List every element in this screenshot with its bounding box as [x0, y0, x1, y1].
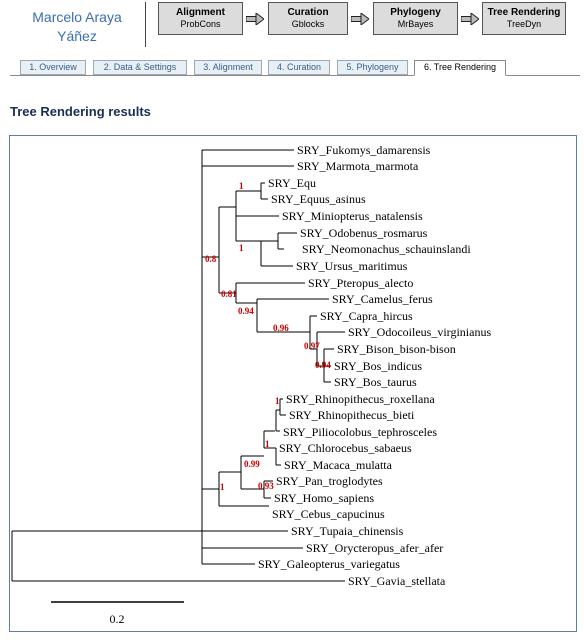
support-value: 0.81: [221, 289, 237, 299]
taxon-labels: SRY_Fukomys_damarensis SRY_Marmota_marmo…: [258, 143, 491, 588]
tab-phylogeny[interactable]: 5. Phylogeny: [337, 60, 408, 75]
taxon-label: SRY_Bos_taurus: [334, 375, 417, 389]
taxon-label: SRY_Equus_asinus: [271, 192, 366, 206]
taxon-label: SRY_Cebus_capucinus: [272, 507, 385, 521]
taxon-label: SRY_Capra_hircus: [320, 309, 413, 323]
support-value: 0.96: [273, 323, 289, 333]
taxon-label: SRY_Gavia_stellata: [348, 574, 446, 588]
arrow-right-icon: [351, 13, 369, 25]
support-value: 0.8: [205, 254, 217, 264]
taxon-label: SRY_Galeopterus_variegatus: [258, 557, 400, 571]
support-value: 0.99: [244, 459, 260, 469]
step-subtitle: Gblocks: [291, 19, 325, 29]
taxon-label: SRY_Rhinopithecus_roxellana: [286, 392, 435, 406]
tab-curation[interactable]: 4. Curation: [268, 60, 330, 75]
step-phylogeny: Phylogeny MrBayes: [373, 2, 458, 35]
scale-bar-label: 0.2: [110, 612, 125, 626]
taxon-label: SRY_Marmota_marmota: [297, 159, 419, 173]
step-title: Phylogeny: [390, 7, 441, 18]
tab-tree-rendering[interactable]: 6. Tree Rendering: [414, 60, 506, 76]
step-subtitle: MrBayes: [397, 19, 434, 29]
support-value: 1: [265, 439, 270, 449]
taxon-label: SRY_Homo_sapiens: [274, 491, 374, 505]
support-value: 1: [239, 243, 244, 253]
taxon-label: SRY_Miniopterus_natalensis: [282, 209, 423, 223]
taxon-label: SRY_Rhinopithecus_bieti: [289, 408, 415, 422]
taxon-label: SRY_Pteropus_alecto: [308, 276, 413, 290]
taxon-label: SRY_Chlorocebus_sabaeus: [279, 441, 412, 455]
user-name-line1: Marcelo Araya: [32, 9, 122, 25]
taxon-label: SRY_Piliocolobus_tephrosceles: [283, 425, 437, 439]
step-title: Tree Rendering: [487, 7, 561, 18]
tree-branches: [11, 149, 345, 582]
header-divider: [145, 2, 146, 47]
support-values: 1 1 0.8 0.81 0.94 0.96 0.97 0.94 1 1 0.9…: [205, 181, 331, 492]
taxon-label: SRY_Pan_troglodytes: [276, 474, 383, 488]
support-value: 0.94: [238, 306, 254, 316]
scale-bar: 0.2: [51, 601, 184, 626]
step-subtitle: ProbCons: [180, 19, 221, 29]
pipeline-header: Marcelo Araya Yáñez Alignment ProbCons C…: [0, 0, 584, 52]
support-value: 1: [239, 181, 244, 191]
user-name-line2: Yáñez: [57, 28, 97, 44]
support-value: 0.97: [304, 341, 320, 351]
phylogenetic-tree: SRY_Fukomys_damarensis SRY_Marmota_marmo…: [11, 143, 491, 626]
taxon-label: SRY_Bison_bison-bison: [337, 342, 456, 356]
user-name: Marcelo Araya Yáñez: [14, 8, 140, 46]
taxon-label: SRY_Neomonachus_schauinslandi: [302, 242, 471, 256]
step-title: Curation: [287, 7, 329, 18]
tab-bar: 1. Overview 2. Data & Settings 3. Alignm…: [0, 60, 584, 77]
taxon-label: SRY_Bos_indicus: [334, 359, 422, 373]
arrow-right-icon: [246, 13, 264, 25]
arrow-right-icon: [461, 13, 479, 25]
step-subtitle: TreeDyn: [506, 19, 542, 29]
taxon-label: SRY_Orycteropus_afer_afer: [306, 541, 443, 555]
taxon-label: SRY_Camelus_ferus: [332, 292, 433, 306]
step-curation: Curation Gblocks: [268, 2, 348, 35]
step-tree-rendering: Tree Rendering TreeDyn: [482, 2, 566, 35]
support-value: 0.94: [315, 360, 331, 370]
tab-bar-baseline: [10, 75, 580, 76]
step-title: Alignment: [176, 7, 225, 18]
section-title: Tree Rendering results: [10, 104, 151, 119]
support-value: 1: [220, 482, 225, 492]
tree-panel: SRY_Fukomys_damarensis SRY_Marmota_marmo…: [9, 135, 577, 632]
taxon-label: SRY_Equ: [268, 176, 316, 190]
taxon-label: SRY_Ursus_maritimus: [296, 259, 408, 273]
support-value: 1: [275, 396, 280, 406]
taxon-label: SRY_Macaca_mulatta: [284, 458, 393, 472]
taxon-label: SRY_Fukomys_damarensis: [297, 143, 431, 157]
support-value: 0.93: [258, 481, 274, 491]
tab-data-settings[interactable]: 2. Data & Settings: [93, 60, 187, 75]
tab-overview[interactable]: 1. Overview: [20, 60, 86, 75]
step-alignment: Alignment ProbCons: [158, 2, 243, 35]
taxon-label: SRY_Tupaia_chinensis: [291, 524, 404, 538]
taxon-label: SRY_Odobenus_rosmarus: [300, 226, 428, 240]
taxon-label: SRY_Odocoileus_virginianus: [348, 325, 491, 339]
tab-alignment[interactable]: 3. Alignment: [194, 60, 262, 75]
